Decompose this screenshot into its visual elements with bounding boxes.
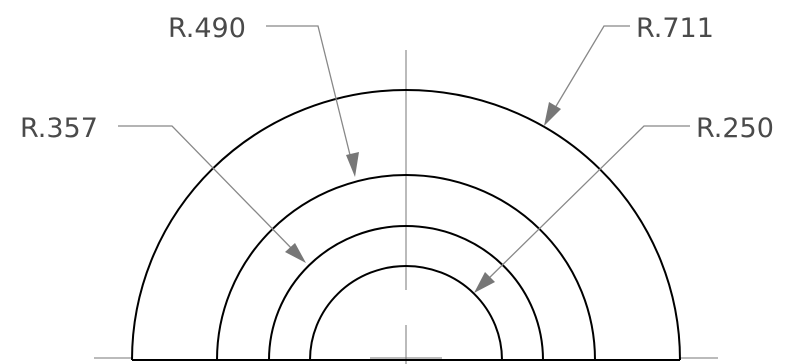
dimension-r250: R.250 <box>474 113 774 293</box>
dimension-r711: R.711 <box>544 13 714 126</box>
dimension-label-r490: R.490 <box>168 13 246 44</box>
arc-r250 <box>309 265 503 361</box>
arrowhead-r357 <box>285 243 306 263</box>
arrowhead-r711 <box>544 102 561 126</box>
arc-r490 <box>216 174 596 361</box>
arrowhead-r250 <box>474 272 495 293</box>
dimension-label-r250: R.250 <box>696 113 774 144</box>
arc-r357 <box>268 225 544 361</box>
dimension-label-r357: R.357 <box>20 113 98 144</box>
leader-r711 <box>551 25 630 114</box>
dimension-label-r711: R.711 <box>636 13 714 44</box>
dimension-r357: R.357 <box>20 113 306 263</box>
leader-r250 <box>483 125 690 284</box>
leader-r357 <box>118 125 297 254</box>
leader-r490 <box>266 25 353 164</box>
centerlines <box>94 50 718 364</box>
arc-r711 <box>131 89 681 361</box>
dimension-r490: R.490 <box>168 13 359 177</box>
arrowhead-r490 <box>346 152 359 177</box>
arcs <box>131 89 681 361</box>
